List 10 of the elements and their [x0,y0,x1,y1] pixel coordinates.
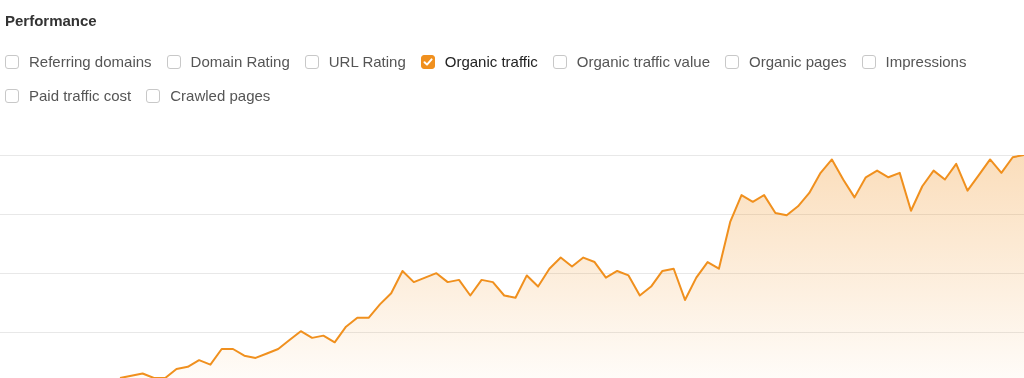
text: Organic traffic value [576,53,710,70]
text: Impressions [885,53,967,70]
text: Paid traffic cost [29,87,132,104]
text: Crawled pages [170,87,271,104]
text: Organic pages [748,53,847,70]
text: URL Rating [328,53,406,70]
text: Domain Rating [190,53,290,70]
chart-title: Performance [5,12,97,29]
legend-label: Organic traffic [444,53,538,70]
text: Referring domains [29,53,152,70]
